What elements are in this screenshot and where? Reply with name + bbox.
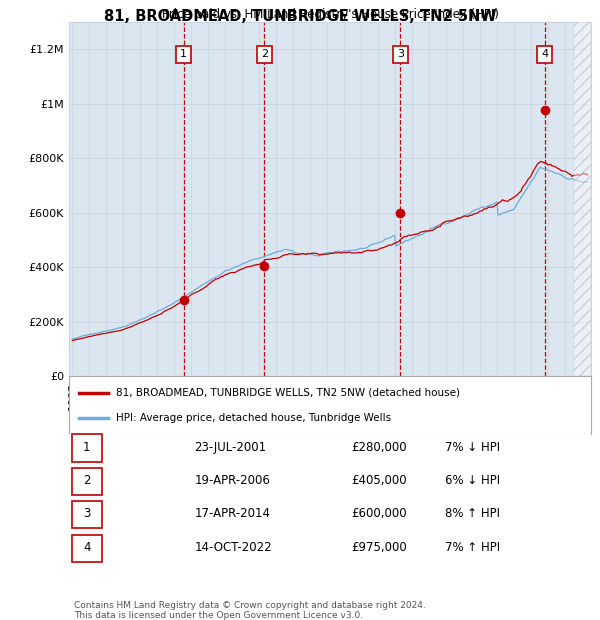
- Text: £280,000: £280,000: [351, 441, 407, 454]
- Text: 1: 1: [83, 441, 91, 454]
- Text: 17-APR-2014: 17-APR-2014: [194, 507, 270, 520]
- Bar: [574, 22, 591, 376]
- Text: £600,000: £600,000: [351, 507, 407, 520]
- Text: 3: 3: [83, 507, 91, 520]
- Text: 19-APR-2006: 19-APR-2006: [194, 474, 270, 487]
- Text: 4: 4: [541, 50, 548, 60]
- FancyBboxPatch shape: [71, 468, 102, 495]
- Text: 1: 1: [180, 50, 187, 60]
- Text: 14-OCT-2022: 14-OCT-2022: [194, 541, 272, 554]
- Text: 23-JUL-2001: 23-JUL-2001: [194, 441, 266, 454]
- FancyBboxPatch shape: [71, 435, 102, 461]
- Text: 81, BROADMEAD, TUNBRIDGE WELLS, TN2 5NW: 81, BROADMEAD, TUNBRIDGE WELLS, TN2 5NW: [104, 9, 496, 24]
- Text: 6% ↓ HPI: 6% ↓ HPI: [445, 474, 500, 487]
- Text: 81, BROADMEAD, TUNBRIDGE WELLS, TN2 5NW (detached house): 81, BROADMEAD, TUNBRIDGE WELLS, TN2 5NW …: [116, 388, 460, 397]
- Text: 8% ↑ HPI: 8% ↑ HPI: [445, 507, 500, 520]
- Text: 2: 2: [83, 474, 91, 487]
- Text: 7% ↑ HPI: 7% ↑ HPI: [445, 541, 500, 554]
- Text: 4: 4: [83, 541, 91, 554]
- Text: 3: 3: [397, 50, 404, 60]
- Text: £405,000: £405,000: [351, 474, 407, 487]
- FancyBboxPatch shape: [71, 502, 102, 528]
- Text: Contains HM Land Registry data © Crown copyright and database right 2024.
This d: Contains HM Land Registry data © Crown c…: [74, 601, 426, 620]
- Text: £975,000: £975,000: [351, 541, 407, 554]
- Text: HPI: Average price, detached house, Tunbridge Wells: HPI: Average price, detached house, Tunb…: [116, 413, 391, 423]
- Title: Price paid vs. HM Land Registry's House Price Index (HPI): Price paid vs. HM Land Registry's House …: [161, 7, 499, 20]
- Text: 7% ↓ HPI: 7% ↓ HPI: [445, 441, 500, 454]
- FancyBboxPatch shape: [71, 534, 102, 562]
- Text: 2: 2: [261, 50, 268, 60]
